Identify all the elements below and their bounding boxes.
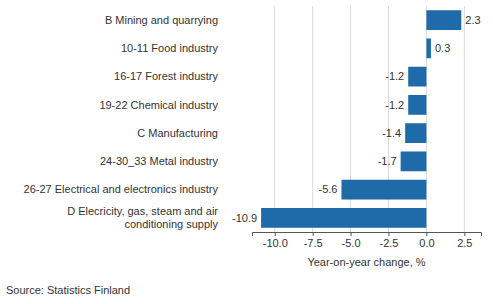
category-label: D Elecricity, gas, steam and airconditio… bbox=[67, 205, 218, 230]
tick-label: 0.0 bbox=[419, 237, 434, 249]
plot: -10.0 -7.5 -5.0 -2.5 0.0 2.5 B Mining and quar… bbox=[24, 6, 482, 249]
source: Source: Statistics Finland bbox=[6, 284, 130, 296]
data-label: 0.3 bbox=[435, 42, 450, 54]
data-labels: 2.3 0.3 -1.2 -1.2 -1.4 -1.7 -5.6 -10.9 bbox=[232, 14, 481, 224]
data-label: -5.6 bbox=[319, 183, 338, 195]
bar bbox=[261, 208, 426, 228]
bar bbox=[341, 180, 426, 200]
tick: 2.5 bbox=[457, 232, 472, 249]
grid-line bbox=[312, 6, 313, 232]
bar bbox=[426, 10, 461, 30]
tick-mark bbox=[464, 232, 465, 236]
tick: -7.5 bbox=[304, 232, 323, 249]
data-label: -1.2 bbox=[385, 70, 404, 82]
bar bbox=[405, 123, 426, 143]
tick-label: -7.5 bbox=[304, 237, 323, 249]
axis-line bbox=[253, 233, 482, 237]
data-label: -1.2 bbox=[385, 99, 404, 111]
axis-title: Year-on-year change, % bbox=[307, 256, 425, 268]
bar bbox=[426, 38, 431, 58]
bar bbox=[408, 67, 426, 87]
category-label: 16-17 Forest industry bbox=[114, 70, 218, 82]
category-label: 26-27 Electrical and electronics industr… bbox=[24, 183, 219, 195]
data-label: 2.3 bbox=[465, 14, 480, 26]
tick: -5.0 bbox=[342, 232, 361, 249]
data-label: -10.9 bbox=[232, 212, 257, 224]
bar bbox=[401, 151, 427, 171]
tick-mark bbox=[426, 232, 427, 236]
bars bbox=[261, 10, 461, 228]
category-labels: B Mining and quarrying 10-11 Food industr… bbox=[24, 14, 219, 230]
chart: -10.0 -7.5 -5.0 -2.5 0.0 2.5 B Mining and quar… bbox=[0, 0, 493, 304]
bar bbox=[408, 95, 426, 115]
tick: 0.0 bbox=[419, 232, 434, 249]
category-label: 10-11 Food industry bbox=[121, 42, 219, 54]
category-label: 24-30_33 Metal industry bbox=[100, 155, 219, 167]
grid-line bbox=[274, 6, 275, 232]
category-label: 19-22 Chemical industry bbox=[99, 99, 218, 111]
data-label: -1.4 bbox=[382, 127, 401, 139]
data-label: -1.7 bbox=[378, 155, 397, 167]
tick-label: -2.5 bbox=[380, 237, 399, 249]
tick-mark bbox=[388, 232, 389, 236]
tick-mark bbox=[275, 232, 276, 236]
grid-line bbox=[464, 6, 465, 232]
tick: -10.0 bbox=[263, 232, 288, 249]
tick-mark bbox=[351, 232, 352, 236]
tick-label: -5.0 bbox=[342, 237, 361, 249]
tick-label: 2.5 bbox=[457, 237, 472, 249]
grid bbox=[275, 6, 465, 232]
tick: -2.5 bbox=[380, 232, 399, 249]
x-axis: -10.0 -7.5 -5.0 -2.5 0.0 2.5 bbox=[253, 232, 482, 249]
tick-label: -10.0 bbox=[263, 237, 288, 249]
category-label: B Mining and quarrying bbox=[105, 14, 218, 26]
tick-mark bbox=[313, 232, 314, 236]
category-label: C Manufacturing bbox=[137, 127, 218, 139]
